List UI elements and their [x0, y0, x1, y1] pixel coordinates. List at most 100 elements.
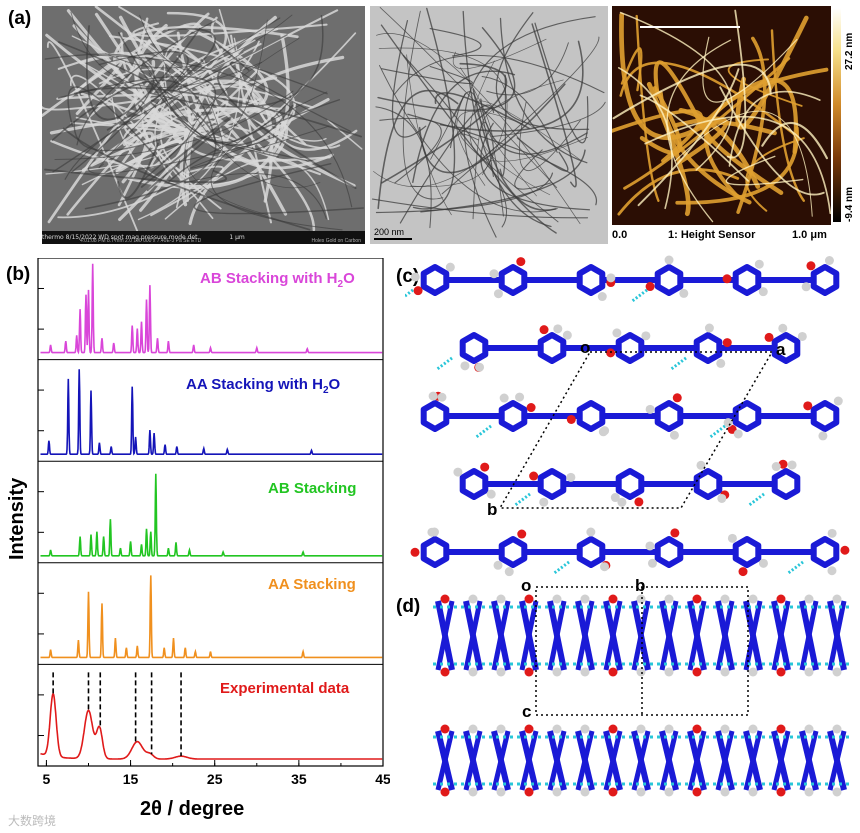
atom	[496, 594, 506, 604]
afm-x-start: 0.0	[612, 229, 628, 241]
framework-bond	[575, 730, 595, 791]
hydrogen-atom	[539, 497, 549, 507]
atom	[608, 787, 618, 797]
atom	[776, 724, 786, 734]
atom	[580, 724, 590, 734]
hydrogen-atom	[499, 393, 509, 403]
oxygen-atom	[738, 567, 748, 577]
framework-bond	[603, 730, 623, 791]
benzene-ring	[576, 536, 606, 568]
h-bond	[708, 424, 726, 440]
sem-info-bar: thermo 8/15/2022 WD spot mag pressure mo…	[42, 231, 365, 244]
sem-scale-text: 1 μm	[229, 234, 245, 241]
benzene-ring	[732, 400, 762, 432]
hydrogen-atom	[727, 533, 737, 543]
benzene-ring	[615, 468, 645, 500]
atom	[776, 667, 786, 677]
atom	[440, 667, 450, 677]
sem-info-text-2: 4:01:08 PM 8.7 mm 2.0 100 000 x 7.40E-3 …	[80, 238, 202, 244]
series-label-aa: AA Stacking	[268, 576, 356, 593]
framework-bond	[659, 600, 679, 671]
atom	[636, 594, 646, 604]
panel-label-c: (c)	[396, 266, 420, 287]
hydrogen-atom	[716, 358, 726, 368]
framework-bond	[547, 600, 567, 671]
series-trace	[40, 473, 383, 557]
series-trace	[40, 263, 383, 355]
atom	[832, 724, 842, 734]
atom	[608, 724, 618, 734]
h-bond	[552, 560, 570, 576]
hydrogen-atom	[797, 331, 807, 341]
hydrogen-atom	[669, 430, 679, 440]
oxygen-atom	[645, 282, 655, 292]
oxygen-atom	[516, 257, 526, 267]
hydrogen-atom	[818, 431, 828, 441]
hydrogen-atom	[758, 558, 768, 568]
hydrogen-atom	[645, 541, 655, 551]
benzene-ring	[459, 468, 489, 500]
oxygen-atom	[722, 274, 732, 284]
benzene-ring	[654, 264, 684, 296]
afm-image	[612, 6, 831, 225]
atom	[496, 724, 506, 734]
atom	[804, 594, 814, 604]
oxygen-atom	[566, 414, 576, 424]
atom	[524, 594, 534, 604]
tem-image: 200 nm	[370, 6, 608, 244]
oxygen-atom	[517, 529, 527, 539]
framework-bond	[771, 730, 791, 791]
benzene-ring	[420, 536, 450, 568]
hydrogen-atom	[553, 324, 563, 334]
hydrogen-atom	[562, 330, 572, 340]
benzene-ring	[810, 264, 840, 296]
afm-cbar-min: -9.4 nm	[844, 186, 855, 222]
hydrogen-atom	[733, 429, 743, 439]
atom	[496, 667, 506, 677]
benzene-ring	[693, 332, 723, 364]
hydrogen-atom	[641, 331, 651, 341]
hydrogen-atom	[704, 323, 714, 333]
oxygen-atom	[672, 393, 682, 403]
hydrogen-atom	[504, 567, 514, 577]
framework-bond	[827, 730, 847, 791]
atom	[664, 667, 674, 677]
hydrogen-atom	[787, 460, 797, 470]
oxygen-atom	[803, 401, 813, 411]
hydrogen-atom	[493, 289, 503, 299]
benzene-ring	[576, 264, 606, 296]
oxygen-atom	[634, 497, 644, 507]
cell-label-o: o	[580, 338, 591, 357]
hydrogen-atom	[600, 426, 610, 436]
hydrogen-atom	[600, 562, 610, 572]
series-label-ab-h2o: AB Stacking with H2O	[200, 270, 355, 290]
framework-bond	[659, 730, 679, 791]
hydrogen-atom	[827, 566, 837, 576]
framework-bond	[715, 730, 735, 791]
atom	[440, 724, 450, 734]
hydrogen-atom	[827, 528, 837, 538]
benzene-ring	[420, 400, 450, 432]
atom	[636, 667, 646, 677]
series-label-exp: Experimental data	[220, 680, 350, 697]
framework-bond	[435, 730, 455, 791]
tem-scale-text: 200 nm	[374, 227, 405, 237]
hydrogen-atom	[824, 255, 834, 265]
framework-bond	[687, 600, 707, 671]
oxygen-atom	[778, 459, 788, 469]
atom	[580, 667, 590, 677]
hydrogen-atom	[696, 460, 706, 470]
atom	[832, 787, 842, 797]
benzene-ring	[537, 468, 567, 500]
framework-bond	[547, 730, 567, 791]
atom	[608, 667, 618, 677]
oxygen-atom	[413, 286, 423, 296]
atom	[468, 667, 478, 677]
benzene-ring	[498, 264, 528, 296]
oxygen-atom	[539, 325, 549, 335]
benzene-ring	[576, 400, 606, 432]
atom	[552, 724, 562, 734]
atom	[580, 787, 590, 797]
hydrogen-atom	[427, 527, 437, 537]
h-bond	[630, 288, 648, 304]
